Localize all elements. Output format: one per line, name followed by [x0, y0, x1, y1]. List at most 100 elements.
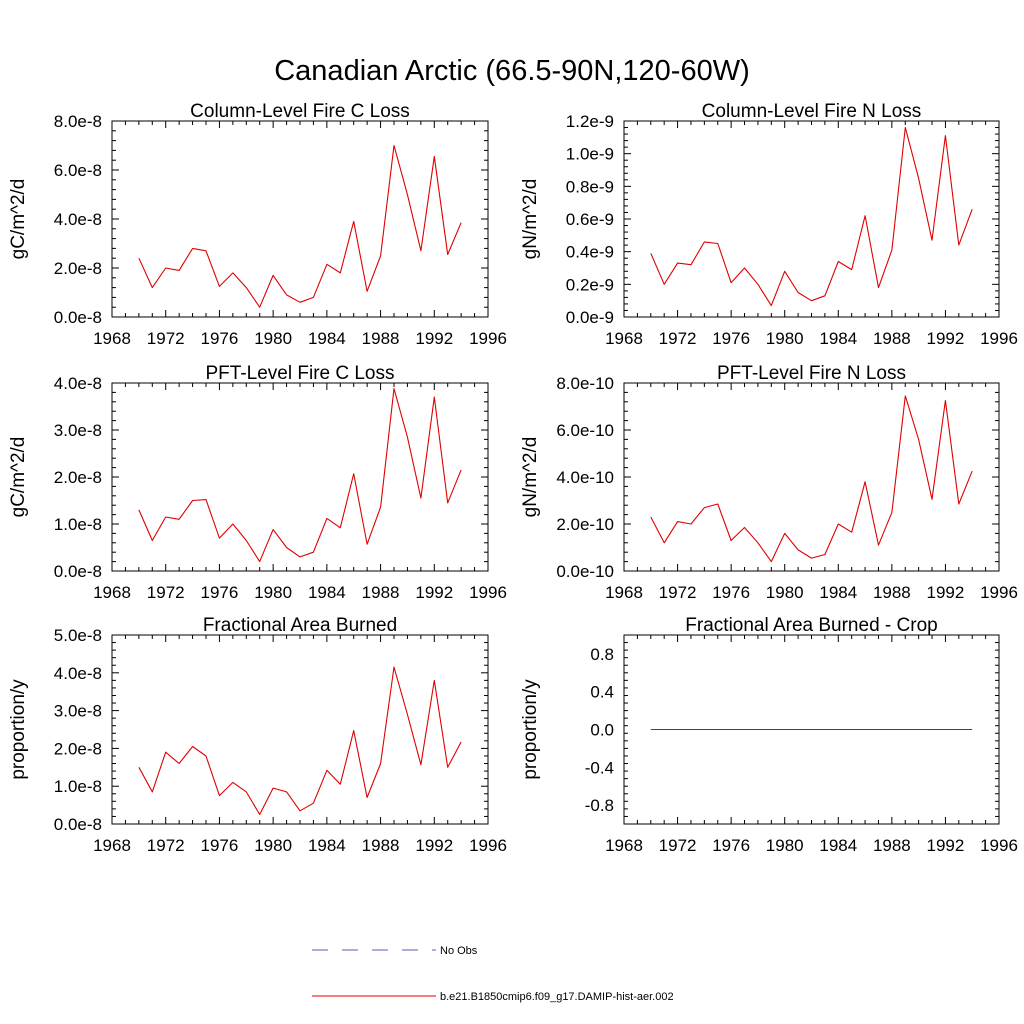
y-tick-label: 8.0e-8	[54, 112, 102, 131]
y-tick-label: 2.0e-8	[54, 259, 102, 278]
x-tick-label: 1988	[873, 836, 911, 855]
panel-title: Fractional Area Burned	[203, 615, 397, 636]
plot-frame	[111, 382, 489, 572]
panel-title: PFT-Level Fire C Loss	[206, 363, 395, 384]
x-tick-label: 1988	[362, 836, 400, 855]
y-tick-label: 1.0e-8	[54, 777, 102, 796]
chart-panel-5: Fractional Area Burned proportion/y 1968 19…	[8, 615, 507, 855]
panel-title: Column-Level Fire C Loss	[190, 101, 410, 122]
x-tick-label: 1976	[712, 583, 750, 602]
x-tick-label: 1972	[659, 836, 697, 855]
x-tick-label: 1984	[308, 583, 346, 602]
y-axis-label: gN/m^2/d	[520, 179, 541, 260]
x-tick-label: 1972	[659, 329, 697, 348]
plot-frame	[623, 120, 1000, 318]
y-tick-label: 1.0e-9	[566, 145, 614, 164]
chart-panel-6: Fractional Area Burned - Crop proportion/…	[520, 615, 1018, 855]
x-tick-label: 1996	[469, 329, 507, 348]
legend: No Obs b.e21.B1850cmip6.f09_g17.DAMIP-hi…	[312, 945, 674, 1003]
x-tick-label: 1976	[712, 836, 750, 855]
x-tick-label: 1980	[254, 583, 292, 602]
x-tick-label: 1980	[766, 329, 804, 348]
y-tick-label: 3.0e-8	[54, 702, 102, 721]
x-tick-label: 1980	[254, 329, 292, 348]
x-tick-label: 1996	[469, 583, 507, 602]
x-tick-label: 1984	[819, 836, 857, 855]
x-tick-label: 1980	[766, 836, 804, 855]
y-axis-label: gN/m^2/d	[520, 437, 541, 518]
y-tick-label: 4.0e-8	[54, 664, 102, 683]
panel-title: Column-Level Fire N Loss	[702, 101, 922, 122]
x-tick-label: 1992	[927, 836, 965, 855]
x-tick-label: 1996	[469, 836, 507, 855]
chart-panel-1: Column-Level Fire C Loss gC/m^2/d 1968 1972…	[8, 101, 507, 348]
y-tick-label: 6.0e-8	[54, 161, 102, 180]
chart-panel-2: Column-Level Fire N Loss gN/m^2/d 1968 1972…	[520, 101, 1018, 348]
chart-panel-3: PFT-Level Fire C Loss gC/m^2/d 1968 1972 197…	[8, 363, 507, 602]
y-tick-label: 8.0e-10	[556, 374, 614, 393]
plot-frame	[111, 120, 489, 318]
x-tick-label: 1980	[254, 836, 292, 855]
x-tick-label: 1972	[147, 583, 185, 602]
y-tick-label: 0.6e-9	[566, 210, 614, 229]
x-tick-label: 1968	[605, 329, 643, 348]
x-tick-label: 1976	[201, 836, 239, 855]
x-tick-label: 1988	[362, 329, 400, 348]
y-tick-label: 0.0e-10	[556, 562, 614, 581]
x-tick-label: 1984	[308, 329, 346, 348]
x-tick-label: 1988	[362, 583, 400, 602]
x-tick-label: 1984	[308, 836, 346, 855]
series-line	[650, 395, 973, 563]
series-line	[138, 666, 462, 816]
x-tick-label: 1992	[415, 836, 453, 855]
y-tick-label: 0.4	[590, 683, 614, 702]
y-tick-label: 6.0e-10	[556, 421, 614, 440]
x-tick-label: 1992	[415, 329, 453, 348]
panels: Column-Level Fire C Loss gC/m^2/d 1968 1972…	[8, 101, 1018, 855]
x-tick-label: 1996	[980, 583, 1018, 602]
y-tick-label: 0.4e-9	[566, 243, 614, 262]
x-tick-label: 1980	[766, 583, 804, 602]
y-tick-label: 0.0	[590, 721, 614, 740]
figure-title: Canadian Arctic (66.5-90N,120-60W)	[274, 55, 750, 87]
y-tick-label: 4.0e-10	[556, 468, 614, 487]
legend-label-no-obs: No Obs	[440, 945, 478, 957]
plot-frame	[111, 634, 489, 825]
x-tick-label: 1984	[819, 329, 857, 348]
x-tick-label: 1968	[93, 836, 131, 855]
series-line	[138, 144, 462, 308]
panel-title: Fractional Area Burned - Crop	[685, 615, 937, 636]
legend-label-model: b.e21.B1850cmip6.f09_g17.DAMIP-hist-aer.…	[440, 991, 674, 1003]
y-tick-label: 2.0e-8	[54, 739, 102, 758]
x-tick-label: 1972	[147, 329, 185, 348]
y-tick-label: -0.8	[585, 796, 614, 815]
x-tick-label: 1968	[605, 583, 643, 602]
y-tick-label: 0.0e-8	[54, 562, 102, 581]
x-tick-label: 1976	[712, 329, 750, 348]
series-line	[650, 126, 973, 307]
chart-panel-4: PFT-Level Fire N Loss gN/m^2/d 1968 1972 197…	[520, 363, 1018, 602]
x-tick-label: 1988	[873, 329, 911, 348]
x-tick-label: 1992	[927, 329, 965, 348]
y-tick-label: 3.0e-8	[54, 421, 102, 440]
y-tick-label: 1.0e-8	[54, 515, 102, 534]
y-tick-label: 2.0e-8	[54, 468, 102, 487]
y-tick-label: 4.0e-8	[54, 210, 102, 229]
panel-title: PFT-Level Fire N Loss	[717, 363, 906, 384]
y-axis-label: gC/m^2/d	[8, 437, 29, 518]
y-tick-label: 2.0e-10	[556, 515, 614, 534]
x-tick-label: 1972	[147, 836, 185, 855]
y-tick-label: 5.0e-8	[54, 626, 102, 645]
x-tick-label: 1988	[873, 583, 911, 602]
y-axis-label: gC/m^2/d	[8, 179, 29, 260]
y-tick-label: 0.0e-8	[54, 815, 102, 834]
y-tick-label: 0.2e-9	[566, 275, 614, 294]
y-tick-label: 1.2e-9	[566, 112, 614, 131]
y-tick-label: 0.8	[590, 645, 614, 664]
y-tick-label: 0.8e-9	[566, 177, 614, 196]
x-tick-label: 1992	[927, 583, 965, 602]
x-tick-label: 1996	[980, 836, 1018, 855]
x-tick-label: 1972	[659, 583, 697, 602]
x-tick-label: 1984	[819, 583, 857, 602]
